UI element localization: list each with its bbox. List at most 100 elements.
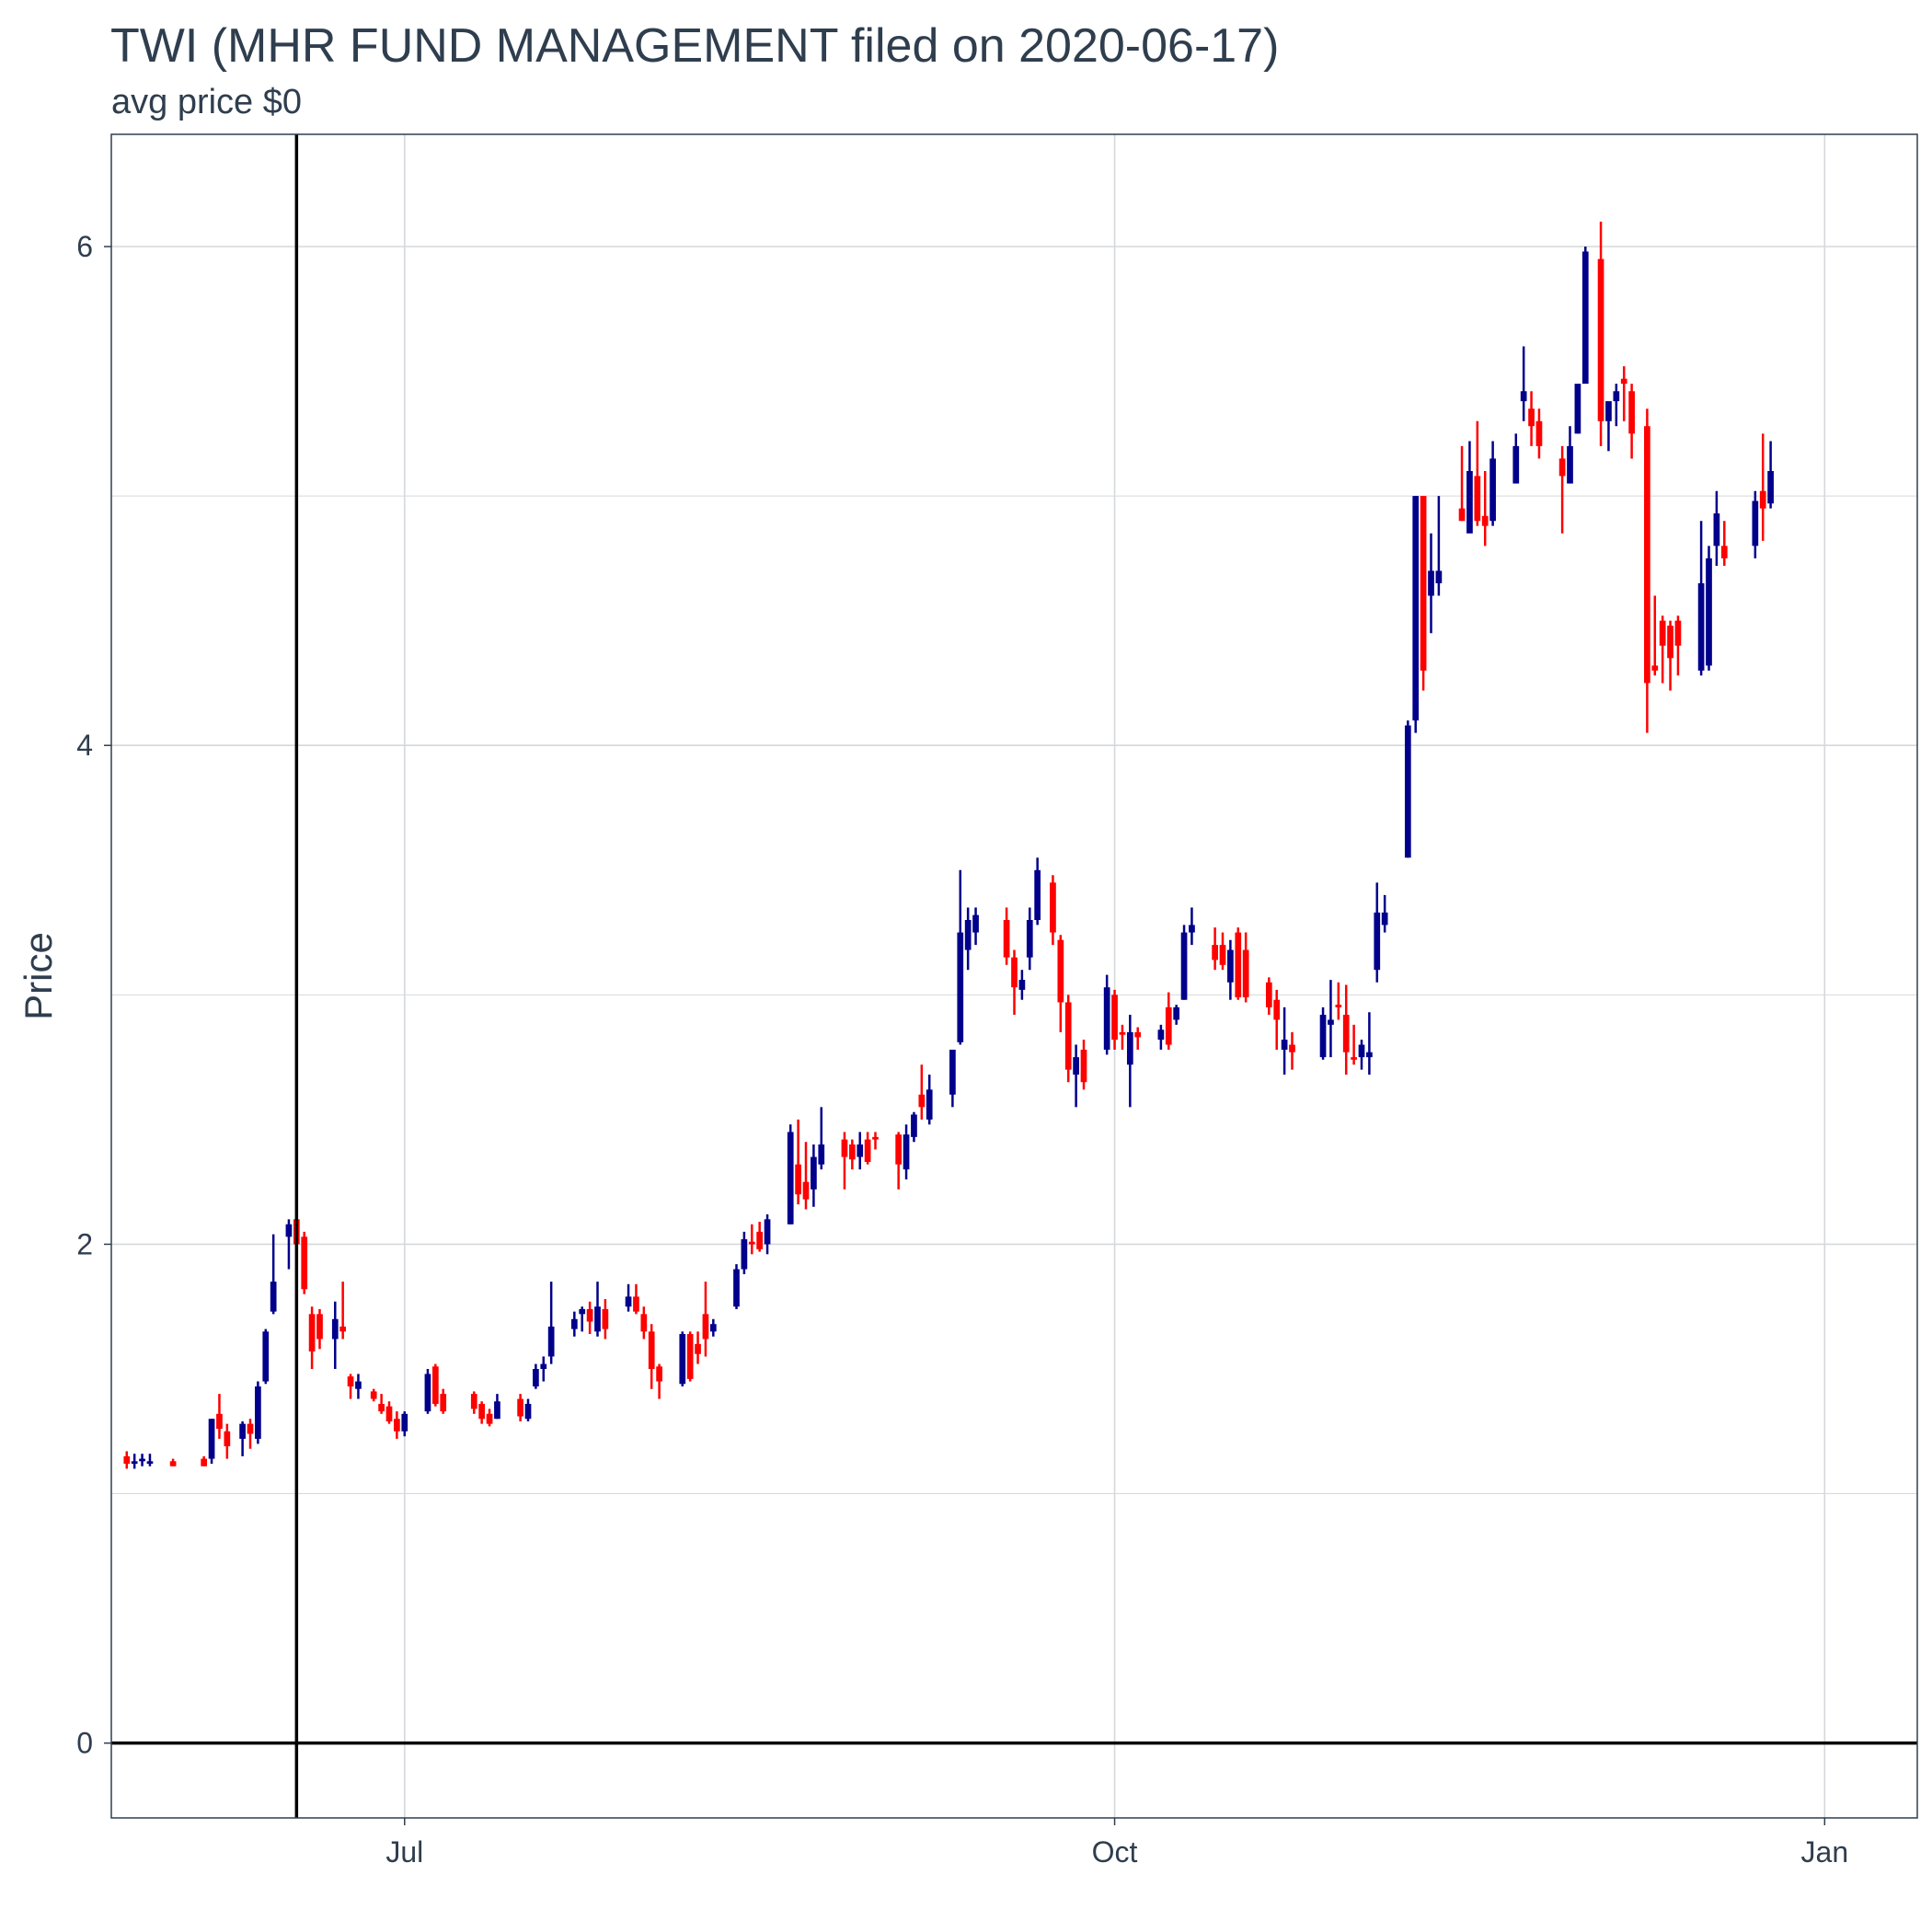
candle-body — [679, 1334, 686, 1385]
candle-body — [1581, 251, 1589, 385]
candle — [262, 1328, 270, 1385]
candle-body — [1189, 925, 1195, 933]
y-axis-title: Price — [17, 932, 60, 1020]
candle — [864, 1132, 871, 1165]
candle-body — [1126, 1032, 1133, 1065]
x-tick-label: Jan — [1801, 1835, 1849, 1869]
candle-body — [702, 1314, 709, 1340]
candle-body — [1528, 408, 1535, 427]
candle-body — [1374, 912, 1381, 971]
candle-body — [864, 1139, 871, 1162]
y-tick-label: 6 — [76, 230, 93, 263]
candle-body — [1404, 725, 1411, 858]
candle-body — [686, 1334, 694, 1379]
candle-body — [347, 1376, 354, 1386]
candle — [640, 1306, 648, 1340]
candle — [1003, 907, 1010, 965]
candle-body — [224, 1431, 231, 1447]
x-tick-label: Oct — [1092, 1835, 1138, 1869]
candle-body — [709, 1324, 717, 1332]
candle — [926, 1075, 933, 1125]
candle-body — [216, 1413, 223, 1430]
panel-border — [110, 133, 1918, 1819]
candle — [1720, 521, 1728, 567]
candle — [1412, 496, 1420, 733]
candle-body — [1381, 912, 1388, 926]
candle — [1273, 989, 1281, 1050]
candle — [494, 1394, 500, 1420]
candle-body — [524, 1403, 532, 1420]
candle-body — [1319, 1015, 1327, 1058]
candle-body — [756, 1231, 764, 1249]
candle-body — [146, 1461, 154, 1465]
candle — [1335, 982, 1342, 1020]
candle — [1189, 907, 1195, 946]
candle — [1706, 546, 1712, 671]
chart-subtitle: avg price $0 — [111, 83, 303, 121]
candle-body — [547, 1326, 555, 1357]
candle — [394, 1411, 400, 1439]
candle-body — [787, 1132, 794, 1225]
candle — [586, 1301, 593, 1335]
candle — [486, 1409, 493, 1427]
candle — [1026, 907, 1033, 971]
candle-body — [1651, 665, 1659, 671]
candle-body — [648, 1331, 655, 1369]
candle-body — [1474, 476, 1481, 522]
candle — [1011, 949, 1018, 1016]
candle-body — [370, 1391, 377, 1399]
candle — [1620, 366, 1627, 421]
candle-body — [1767, 471, 1774, 504]
candle — [331, 1301, 339, 1369]
candle-body — [656, 1366, 662, 1382]
candle — [1659, 615, 1666, 684]
candle-body — [895, 1134, 903, 1165]
candle-body — [394, 1419, 400, 1432]
candle — [270, 1234, 277, 1315]
candle — [895, 1132, 903, 1190]
candle — [540, 1356, 547, 1382]
candle — [1605, 401, 1612, 452]
candle — [625, 1283, 632, 1312]
candle — [1103, 974, 1110, 1055]
candle-body — [208, 1419, 215, 1459]
candle — [1597, 221, 1604, 446]
candle — [131, 1454, 138, 1469]
candle-body — [748, 1241, 755, 1245]
candle-body — [1366, 1052, 1373, 1058]
candle — [1351, 1024, 1357, 1065]
candle-body — [339, 1326, 347, 1332]
candle — [370, 1388, 377, 1402]
candle-body — [1119, 1032, 1126, 1035]
candle — [579, 1306, 586, 1332]
candle-body — [1458, 508, 1466, 522]
candle-body — [1011, 957, 1018, 988]
candle-body — [1157, 1029, 1165, 1041]
candle-body — [579, 1308, 586, 1315]
candle-body — [1212, 945, 1218, 960]
candle — [1281, 1006, 1288, 1075]
candle — [1581, 247, 1589, 385]
candle-body — [1050, 882, 1056, 933]
candle-body — [841, 1139, 848, 1157]
candle — [1342, 984, 1350, 1075]
candle-body — [424, 1374, 431, 1412]
candle — [1242, 932, 1249, 1003]
candle-body — [1674, 620, 1682, 646]
candle — [1366, 1012, 1373, 1075]
y-tick-label: 2 — [76, 1227, 93, 1260]
candle — [1528, 391, 1535, 446]
candle-body — [1057, 939, 1064, 1003]
candle — [1428, 533, 1434, 634]
candle — [1064, 995, 1072, 1083]
candle-body — [1281, 1040, 1288, 1050]
candle-body — [331, 1318, 339, 1340]
candle — [1613, 384, 1620, 427]
candle-body — [308, 1314, 316, 1352]
candle-body — [911, 1114, 917, 1137]
candle — [1358, 1040, 1365, 1070]
candle-body — [1351, 1057, 1357, 1060]
candle — [633, 1283, 639, 1315]
candle-body — [1713, 513, 1720, 546]
candle — [139, 1454, 145, 1466]
